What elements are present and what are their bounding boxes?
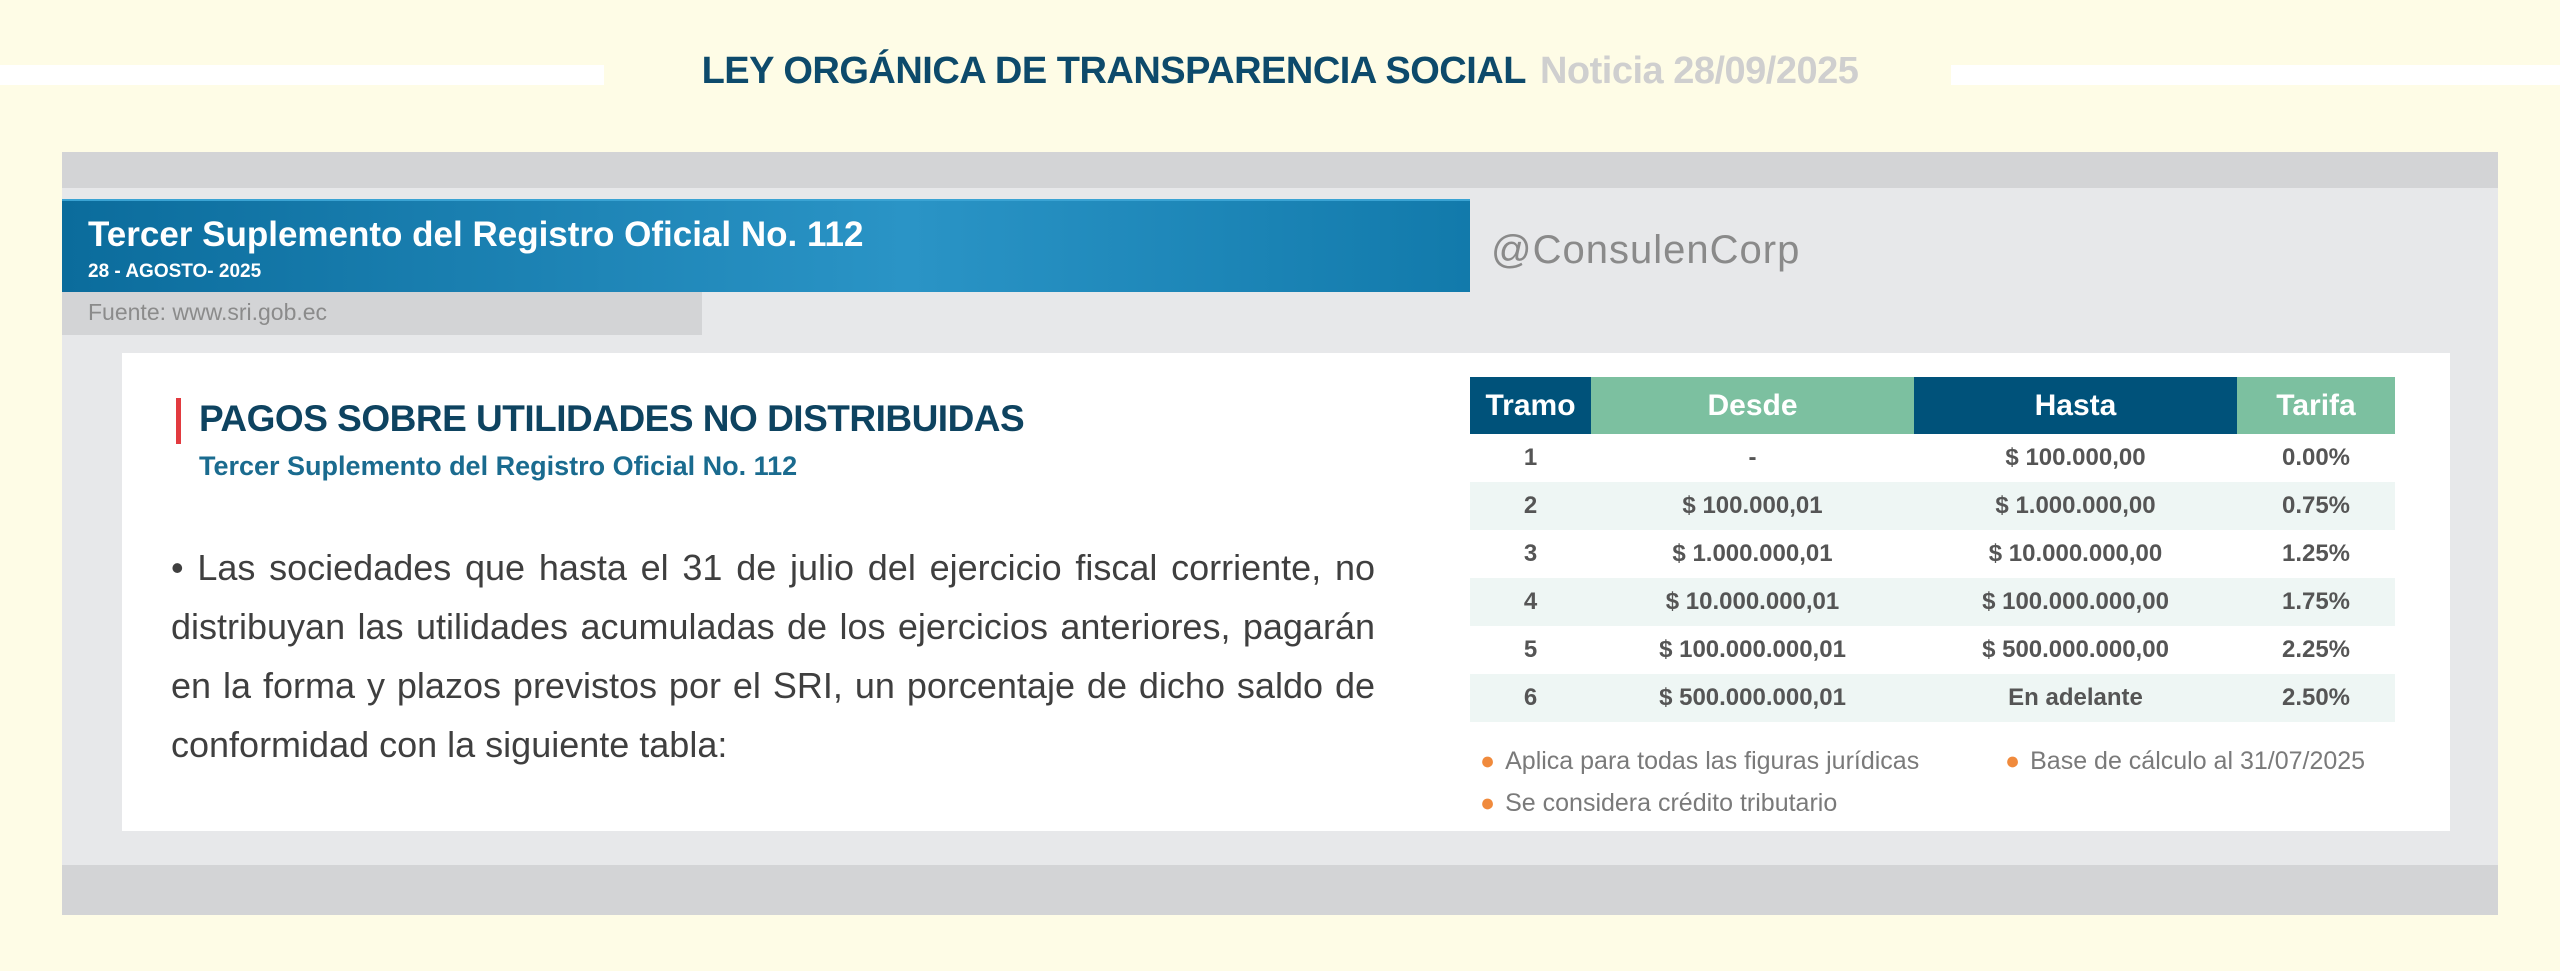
note-item: ● Aplica para todas las figuras jurídicas [1480, 747, 1919, 776]
body-paragraph: • Las sociedades que hasta el 31 de juli… [171, 547, 1375, 765]
date-note: Noticia 28/09/2025 [1539, 50, 1859, 92]
section-heading: PAGOS SOBRE UTILIDADES NO DISTRIBUIDAS [199, 398, 1025, 439]
decor-bar-right [1951, 65, 2560, 85]
table-row: 2 $ 100.000,01 $ 1.000.000,00 0.75% [1470, 482, 2395, 530]
cell-tramo: 4 [1470, 578, 1591, 626]
cell-tarifa: 2.25% [2281, 636, 2351, 663]
cell-tramo: 5 [1523, 636, 1538, 663]
table-header-row: Tramo Desde Hasta Tarifa [1470, 377, 2395, 434]
cell-tarifa: 0.00% [2281, 444, 2351, 471]
table-row: 6 $ 500.000.000,01 En adelante 2.50% [1470, 674, 2395, 722]
cell-desde: $ 10.000.000,01 [1591, 578, 1914, 626]
table-row: 3 $ 1.000.000,01 $ 10.000.000,00 1.25% [1470, 530, 2395, 578]
bullet-icon: ● [1480, 747, 1496, 775]
source-box: Fuente: www.sri.gob.ec [62, 292, 702, 335]
cell-desde: - [1748, 444, 1757, 471]
cell-tramo: 2 [1470, 482, 1591, 530]
cell-desde: $ 500.000.000,01 [1591, 674, 1914, 722]
cell-tramo: 6 [1470, 674, 1591, 722]
table-row: 4 $ 10.000.000,01 $ 100.000.000,00 1.75% [1470, 578, 2395, 626]
cell-desde: $ 100.000.000,01 [1659, 636, 1846, 663]
cell-tarifa: 0.75% [2237, 482, 2395, 530]
bullet-icon: ● [1480, 789, 1496, 817]
top-band [62, 152, 2498, 188]
cell-tarifa: 1.75% [2237, 578, 2395, 626]
cell-hasta: En adelante [1914, 674, 2237, 722]
cell-hasta: $ 100.000.000,00 [1914, 578, 2237, 626]
note-item: ● Base de cálculo al 31/07/2025 [2005, 747, 2365, 776]
cell-desde: $ 100.000,01 [1591, 482, 1914, 530]
cell-tramo: 3 [1523, 540, 1538, 567]
note-text: Aplica para todas las figuras jurídicas [1505, 747, 1920, 775]
heading-accent-bar [176, 398, 181, 444]
table-row: 5 $ 100.000.000,01 $ 500.000.000,00 2.25% [1470, 626, 2395, 674]
section-subheading: Tercer Suplemento del Registro Oficial N… [199, 451, 798, 481]
header-desde: Desde [1591, 377, 1914, 434]
registry-banner: Tercer Suplemento del Registro Oficial N… [62, 199, 1470, 292]
note-text: Base de cálculo al 31/07/2025 [2030, 747, 2366, 775]
cell-tarifa: 1.25% [2281, 540, 2351, 567]
note-item: ● Se considera crédito tributario [1480, 789, 1837, 818]
bottom-band [62, 865, 2498, 915]
title-text: LEY ORGÁNICA DE TRANSPARENCIA SOCIAL [701, 50, 1527, 92]
decor-bar-left [0, 65, 604, 85]
banner-date: 28 - AGOSTO- 2025 [88, 261, 262, 282]
note-text: Se considera crédito tributario [1505, 789, 1838, 817]
cell-hasta: $ 10.000.000,00 [1988, 540, 2163, 567]
rate-table: Tramo Desde Hasta Tarifa 1 - $ 100.000,00 0… [1470, 377, 2395, 722]
header-hasta: Hasta [1914, 377, 2237, 434]
cell-tarifa: 2.50% [2237, 674, 2395, 722]
cell-hasta: $ 500.000.000,00 [1982, 636, 2169, 663]
cell-hasta: $ 100.000,00 [2005, 444, 2146, 471]
bullet-icon: ● [2005, 747, 2021, 775]
banner-title: Tercer Suplemento del Registro Oficial N… [88, 215, 864, 254]
page-title: LEY ORGÁNICA DE TRANSPARENCIA SOCIAL Noti… [0, 50, 2560, 93]
source-text: Fuente: www.sri.gob.ec [88, 299, 328, 325]
header-tramo: Tramo [1470, 377, 1591, 434]
cell-tramo: 1 [1523, 444, 1538, 471]
table-row: 1 - $ 100.000,00 0.00% [1470, 434, 2395, 482]
brand-handle: @ConsulenCorp [1491, 228, 1801, 272]
cell-desde: $ 1.000.000,01 [1672, 540, 1833, 567]
cell-hasta: $ 1.000.000,00 [1914, 482, 2237, 530]
header-tarifa: Tarifa [2237, 377, 2395, 434]
